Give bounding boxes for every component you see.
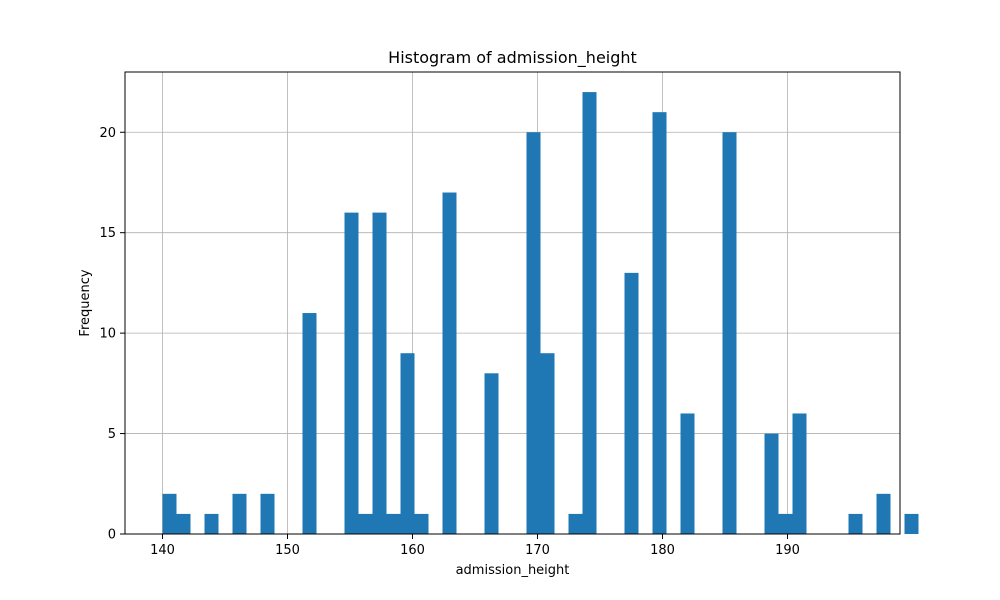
histogram-bar [204, 513, 219, 534]
histogram-bar [176, 513, 191, 534]
histogram-bar [344, 212, 359, 534]
y-axis-ticks: 0 5 10 15 20 [99, 126, 125, 543]
histogram-bar [722, 132, 737, 534]
grid-lines [125, 72, 900, 535]
histogram-bar [232, 493, 247, 534]
histogram-bar [358, 513, 373, 534]
x-tick-label: 150 [275, 543, 300, 558]
y-axis-label: Frequency [78, 269, 93, 336]
x-axis-label: admission_height [456, 563, 570, 578]
histogram-bar [778, 513, 793, 534]
x-tick-label: 180 [650, 543, 675, 558]
x-tick-label: 140 [150, 543, 175, 558]
y-tick-label: 5 [108, 427, 116, 442]
histogram-bar [414, 513, 429, 534]
y-tick-label: 20 [99, 126, 116, 141]
histogram-bar [876, 493, 891, 534]
histogram-bar [680, 413, 695, 534]
x-tick-label: 190 [775, 543, 800, 558]
x-axis-ticks: 140 150 160 170 180 190 [150, 534, 800, 558]
y-tick-label: 0 [108, 528, 116, 543]
histogram-bar [302, 313, 317, 534]
histogram-bar [386, 513, 401, 534]
y-tick-label: 10 [99, 327, 116, 342]
plot-frame [124, 71, 901, 535]
histogram-bar [372, 212, 387, 534]
histogram-bar [652, 112, 667, 534]
histogram-bar [904, 513, 919, 534]
histogram-bar [624, 272, 639, 534]
histogram-bar [526, 132, 541, 534]
x-tick-label: 170 [525, 543, 550, 558]
y-tick-label: 15 [99, 226, 116, 241]
histogram-bar [764, 433, 779, 534]
histogram-bar [400, 353, 415, 534]
histogram-bar [848, 513, 863, 534]
histogram-bar [540, 353, 555, 534]
histogram-bar [484, 373, 499, 534]
histogram-bar [162, 493, 177, 534]
x-tick-label: 160 [400, 543, 425, 558]
histogram-bar [568, 513, 583, 534]
histogram-bar [260, 493, 275, 534]
histogram-bar [442, 192, 457, 535]
histogram-bar [792, 413, 807, 534]
bars [162, 92, 919, 535]
chart-title: Histogram of admission_height [388, 48, 637, 68]
histogram-bar [582, 92, 597, 534]
